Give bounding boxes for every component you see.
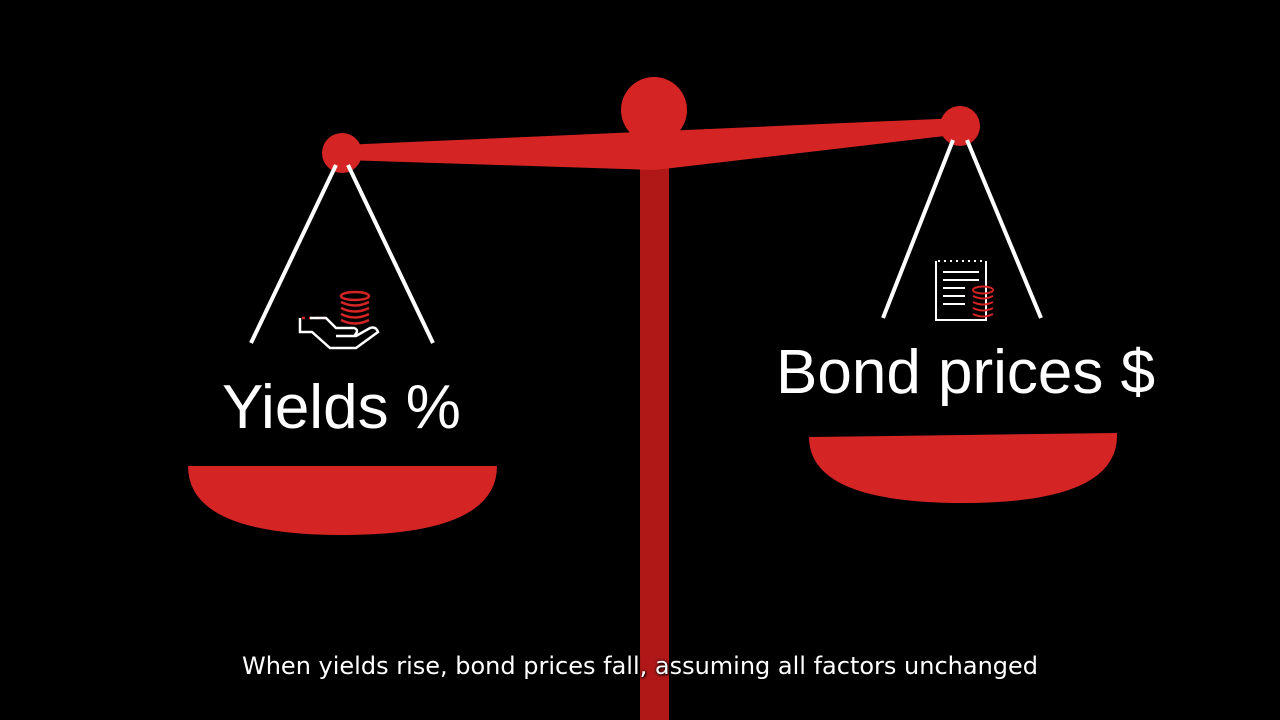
scale-pillar: [640, 160, 669, 720]
bond-prices-label: Bond prices $: [776, 338, 1156, 407]
right-beam-end: [940, 106, 980, 146]
document-with-coins-icon: [935, 260, 994, 321]
left-beam-end: [322, 133, 362, 173]
yields-label: Yields %: [222, 373, 461, 442]
right-pan: [809, 433, 1118, 503]
left-pan: [188, 466, 497, 535]
left-strings: [249, 164, 435, 344]
scale-pivot: [621, 77, 687, 143]
subtitle-caption: When yields rise, bond prices fall, assu…: [241, 652, 1039, 680]
right-strings: [881, 139, 1043, 319]
scale-beam: [342, 118, 962, 170]
hand-with-coins-icon: [298, 290, 380, 350]
